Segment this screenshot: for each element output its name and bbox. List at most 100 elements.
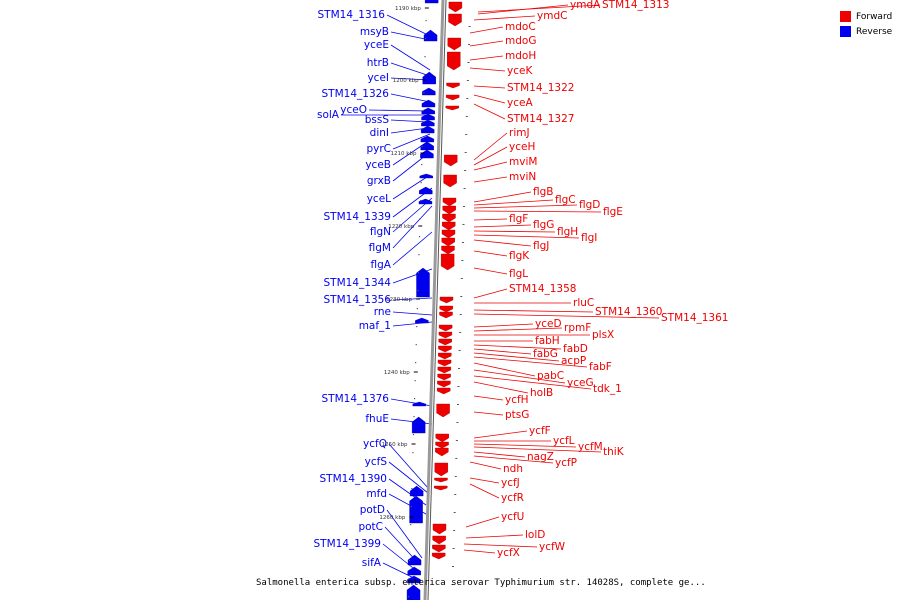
gene-label-reverse[interactable]: yceB	[365, 159, 391, 171]
gene-label-reverse[interactable]: dinI	[370, 127, 389, 139]
gene-label-reverse[interactable]: yceI	[367, 72, 389, 84]
gene-label-reverse[interactable]: msyB	[360, 26, 389, 38]
reverse-gene-feature[interactable]	[421, 119, 435, 127]
reverse-gene-feature[interactable]	[412, 401, 426, 407]
forward-gene-feature[interactable]	[431, 552, 446, 560]
forward-gene-feature[interactable]	[442, 213, 456, 223]
reverse-gene-feature[interactable]	[415, 317, 429, 324]
forward-gene-feature[interactable]	[438, 345, 452, 353]
gene-label-forward[interactable]: ycfJ	[501, 477, 520, 489]
gene-label-forward[interactable]: rluC	[573, 297, 594, 309]
gene-label-forward[interactable]: ycfL	[553, 435, 575, 447]
forward-gene-feature[interactable]	[439, 311, 453, 319]
forward-gene-feature[interactable]	[445, 94, 460, 101]
gene-label-forward[interactable]: flgD	[579, 199, 600, 211]
gene-label-forward[interactable]: flgH	[557, 226, 578, 238]
gene-label-forward[interactable]: ycfR	[501, 492, 524, 504]
gene-label-reverse[interactable]: yceE	[364, 39, 389, 51]
gene-label-reverse[interactable]: rne	[374, 306, 391, 318]
gene-label-forward[interactable]: mdoH	[505, 50, 536, 62]
forward-gene-feature[interactable]	[439, 305, 453, 313]
gene-label-forward[interactable]: STM14_1360	[595, 306, 662, 318]
gene-label-reverse[interactable]: potD	[360, 504, 385, 516]
forward-gene-feature[interactable]	[439, 296, 454, 304]
gene-label-forward[interactable]: ycfX	[497, 547, 520, 559]
gene-label-forward[interactable]: mdoC	[505, 21, 536, 33]
forward-gene-feature[interactable]	[448, 13, 462, 27]
gene-label-reverse[interactable]: STM14_1390	[320, 473, 387, 485]
forward-gene-feature[interactable]	[438, 324, 453, 332]
forward-gene-feature[interactable]	[441, 229, 456, 239]
forward-gene-feature[interactable]	[437, 366, 452, 374]
gene-label-forward[interactable]: nagZ	[527, 451, 554, 463]
gene-label-reverse[interactable]: htrB	[367, 57, 389, 69]
gene-label-reverse[interactable]: flgM	[369, 242, 391, 254]
gene-label-reverse[interactable]: STM14_1399	[314, 538, 381, 550]
gene-label-forward[interactable]: ymdC	[537, 10, 567, 22]
gene-label-forward[interactable]: mviM	[509, 156, 537, 168]
gene-label-forward[interactable]: STM14_1361	[661, 312, 728, 324]
gene-label-reverse[interactable]: STM14_1326	[322, 88, 390, 100]
forward-gene-feature[interactable]	[436, 387, 451, 395]
forward-gene-feature[interactable]	[432, 535, 446, 545]
gene-label-reverse[interactable]: mfd	[366, 488, 387, 500]
reverse-gene-feature[interactable]	[419, 186, 433, 195]
forward-gene-feature[interactable]	[445, 105, 460, 111]
gene-label-forward[interactable]: ndh	[503, 463, 523, 475]
gene-label-forward[interactable]: flgK	[509, 250, 530, 262]
gene-label-forward[interactable]: STM14_1327	[507, 113, 574, 125]
gene-label-forward[interactable]: STM14_1322	[507, 82, 574, 94]
gene-label-reverse[interactable]: STM14_1344	[324, 277, 392, 289]
reverse-gene-feature[interactable]	[420, 125, 435, 134]
reverse-gene-feature[interactable]	[409, 485, 424, 497]
forward-gene-feature[interactable]	[442, 205, 456, 215]
gene-label-forward[interactable]: holB	[530, 387, 553, 399]
gene-label-forward[interactable]: flgC	[555, 194, 576, 206]
forward-gene-feature[interactable]	[434, 462, 448, 477]
gene-label-forward[interactable]: yceH	[509, 141, 535, 153]
gene-label-forward[interactable]: yceG	[567, 377, 594, 389]
gene-label-forward[interactable]: ymdA	[570, 0, 601, 11]
gene-label-forward[interactable]: ycfM	[578, 441, 603, 453]
gene-label-forward[interactable]: mdoG	[505, 35, 536, 47]
gene-label-reverse[interactable]: solA	[317, 109, 340, 121]
gene-label-forward[interactable]: STM14_1358	[509, 283, 576, 295]
forward-gene-feature[interactable]	[432, 523, 447, 535]
forward-gene-feature[interactable]	[444, 154, 458, 167]
gene-label-forward[interactable]: ptsG	[505, 409, 529, 421]
gene-label-forward[interactable]: flgF	[509, 213, 528, 225]
forward-gene-feature[interactable]	[437, 380, 451, 388]
forward-gene-feature[interactable]	[442, 197, 457, 207]
forward-gene-feature[interactable]	[441, 245, 455, 255]
forward-gene-feature[interactable]	[442, 221, 456, 231]
gene-label-reverse[interactable]: maf_1	[359, 320, 391, 332]
reverse-gene-feature[interactable]	[422, 87, 436, 96]
forward-gene-feature[interactable]	[440, 253, 455, 271]
forward-gene-feature[interactable]	[437, 359, 452, 367]
gene-label-forward[interactable]: rimJ	[509, 127, 530, 139]
gene-label-forward[interactable]: fabF	[589, 361, 612, 373]
forward-gene-feature[interactable]	[447, 51, 461, 71]
gene-label-forward[interactable]: acpP	[561, 355, 586, 367]
gene-label-forward[interactable]: flgG	[533, 219, 554, 231]
reverse-gene-feature[interactable]	[416, 267, 430, 298]
gene-label-reverse[interactable]: STM14_1356	[324, 294, 392, 306]
gene-label-forward[interactable]: yceA	[507, 97, 533, 109]
gene-label-forward[interactable]: yceK	[507, 65, 533, 77]
forward-gene-feature[interactable]	[443, 174, 457, 188]
forward-gene-feature[interactable]	[438, 331, 453, 339]
gene-label-forward[interactable]: pabC	[537, 370, 564, 382]
forward-gene-feature[interactable]	[435, 441, 449, 449]
gene-label-reverse[interactable]: bssS	[365, 114, 390, 126]
gene-label-forward[interactable]: flgJ	[533, 240, 549, 252]
gene-label-forward[interactable]: tdk_1	[593, 383, 622, 395]
gene-label-forward[interactable]: ycfF	[529, 425, 551, 437]
reverse-gene-feature[interactable]	[420, 149, 434, 159]
gene-label-reverse[interactable]: flgA	[371, 259, 392, 271]
reverse-gene-feature[interactable]	[421, 99, 436, 108]
reverse-gene-feature[interactable]	[424, 0, 439, 4]
forward-gene-feature[interactable]	[435, 447, 449, 457]
gene-label-reverse[interactable]: ycfQ	[363, 438, 387, 450]
gene-label-reverse[interactable]: sifA	[362, 557, 382, 569]
gene-label-reverse[interactable]: potC	[358, 521, 383, 533]
